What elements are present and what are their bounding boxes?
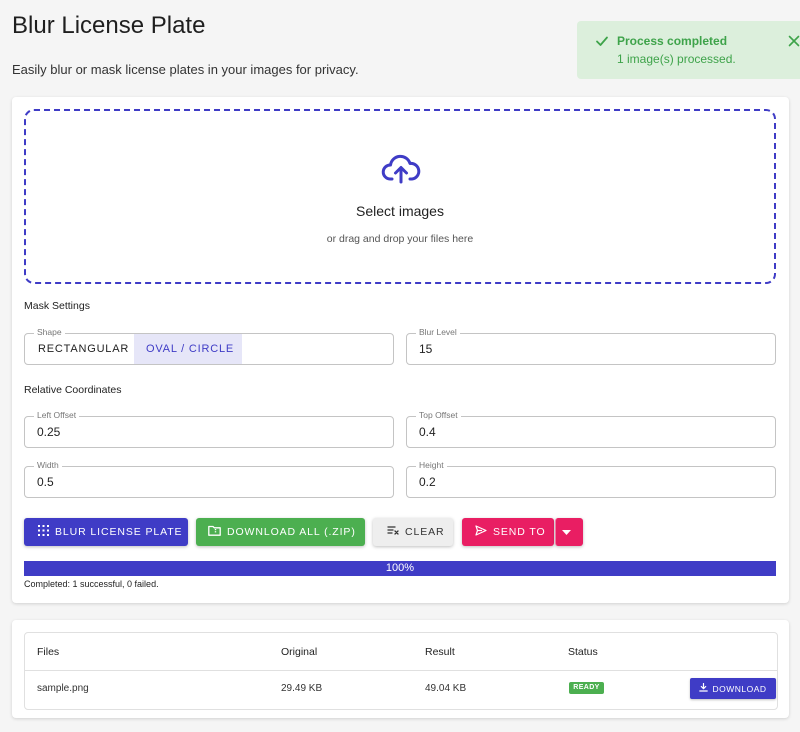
height-label: Height [416,460,447,470]
top-offset-field: Top Offset [406,410,776,448]
toast-title: Process completed [617,34,728,48]
relative-coordinates-heading: Relative Coordinates [24,384,122,396]
page-subtitle: Easily blur or mask license plates in yo… [12,62,359,77]
blur-button-label: BLUR LICENSE PLATE [55,526,183,538]
progress-fill [24,561,776,576]
blur-level-label: Blur Level [416,327,460,337]
progress-label: 100% [385,562,415,574]
original-size-cell: 29.49 KB [281,683,323,694]
page-title: Blur License Plate [12,12,206,39]
width-label: Width [34,460,62,470]
column-header-files: Files [37,646,60,658]
send-to-button[interactable]: SEND TO [462,518,554,546]
zip-button-label: DOWNLOAD ALL (.ZIP) [227,526,356,538]
results-table: Files Original Result Status sample.png … [24,632,778,710]
grid-blur-icon [38,525,55,539]
shape-option-oval-circle[interactable]: OVAL / CIRCLE [134,334,242,364]
send-button-label: SEND TO [493,526,546,538]
file-name-cell: sample.png [37,683,89,694]
shape-label: Shape [34,327,65,337]
top-offset-input[interactable] [419,425,714,439]
row-download-button[interactable]: DOWNLOAD [690,678,776,699]
send-to-menu-button[interactable] [555,518,583,546]
settings-card: Select images or drag and drop your file… [12,97,789,603]
height-input[interactable] [419,475,714,489]
column-header-status: Status [568,646,598,658]
caret-down-icon [562,526,577,538]
close-icon[interactable] [787,34,800,53]
send-icon [475,525,493,539]
file-dropzone[interactable]: Select images or drag and drop your file… [24,109,776,284]
top-offset-label: Top Offset [416,410,461,420]
status-badge: READY [569,682,604,694]
clear-button[interactable]: CLEAR [373,518,453,546]
left-offset-label: Left Offset [34,410,80,420]
check-icon [595,34,609,53]
left-offset-field: Left Offset [24,410,394,448]
mask-settings-heading: Mask Settings [24,300,90,312]
progress-bar: 100% [24,561,776,576]
dropzone-subtitle: or drag and drop your files here [326,233,474,245]
download-all-zip-button[interactable]: DOWNLOAD ALL (.ZIP) [196,518,365,546]
result-size-cell: 49.04 KB [425,683,467,694]
column-header-original: Original [281,646,318,658]
blur-level-field: Blur Level [406,327,776,365]
clear-icon [387,525,405,539]
shape-option-rectangular[interactable]: RECTANGULAR [38,343,130,355]
toast-message: 1 image(s) processed. [617,52,736,66]
width-field: Width [24,460,394,498]
width-input[interactable] [37,475,332,489]
left-offset-input[interactable] [37,425,332,439]
column-header-result: Result [425,646,455,658]
folder-zip-icon [208,525,227,539]
blur-license-plate-button[interactable]: BLUR LICENSE PLATE [24,518,188,546]
download-button-label: DOWNLOAD [712,683,767,694]
download-icon [699,682,712,694]
height-field: Height [406,460,776,498]
cloud-upload-icon [381,153,421,190]
clear-button-label: CLEAR [405,526,445,538]
blur-level-input[interactable] [419,342,714,356]
success-toast: Process completed 1 image(s) processed. [577,21,800,79]
header-divider [25,670,777,671]
results-card: Files Original Result Status sample.png … [12,620,789,718]
progress-status: Completed: 1 successful, 0 failed. [24,579,159,589]
shape-toggle-group: Shape RECTANGULAR OVAL / CIRCLE [24,327,394,365]
dropzone-title: Select images [356,203,444,219]
